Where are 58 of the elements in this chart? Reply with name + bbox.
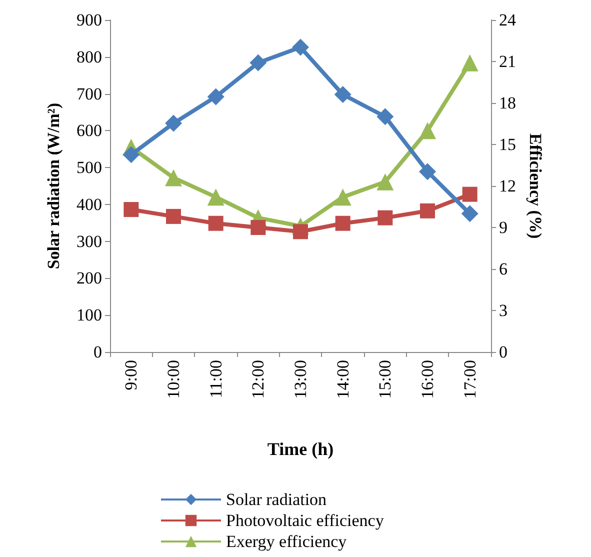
x-tick-label: 15:00: [376, 360, 395, 399]
legend-label: Photovoltaic efficiency: [226, 511, 384, 530]
point: [165, 169, 182, 186]
y-axis-title: Solar radiation (W/m²): [44, 102, 63, 270]
point: [420, 203, 435, 218]
point: [335, 216, 350, 231]
point: [461, 205, 478, 222]
y2-tick-label: 24: [499, 10, 516, 30]
x-tick-label: 17:00: [460, 360, 480, 399]
point: [293, 224, 308, 240]
y2-tick-label: 0: [499, 342, 508, 362]
y-tick-label: 900: [76, 10, 102, 30]
y-tick-label: 700: [76, 84, 102, 104]
point: [292, 38, 309, 56]
point: [166, 208, 181, 224]
y2-tick-label: 18: [499, 94, 516, 112]
x-tick-label: 11:00: [206, 360, 226, 398]
point: [419, 163, 436, 180]
point: [124, 202, 139, 218]
point: [250, 220, 266, 235]
x-tick-label: 12:00: [248, 360, 268, 399]
point: [207, 88, 224, 106]
point: [207, 188, 224, 206]
y2-tick-label: 9: [499, 218, 508, 237]
legend-label: Exergy efficiency: [226, 532, 348, 551]
y2-tick-label: 15: [499, 135, 516, 154]
point: [376, 173, 394, 190]
y-tick-label: 800: [76, 47, 102, 66]
point: [419, 122, 436, 140]
x-tick-label: 16:00: [418, 360, 437, 399]
y-tick-label: 200: [76, 268, 102, 288]
point: [376, 108, 394, 126]
point: [462, 186, 478, 202]
y2-tick-label: 3: [499, 301, 508, 320]
y2-axis-title: Efficiency (%): [526, 133, 545, 239]
x-tick-label: 9:00: [122, 360, 141, 390]
point: [334, 188, 352, 206]
point: [122, 146, 140, 164]
y-tick-label: 400: [76, 194, 102, 214]
point: [334, 86, 352, 104]
y-tick-label: 0: [94, 342, 102, 362]
point: [378, 210, 393, 226]
y-tick-label: 300: [76, 232, 102, 251]
y2-tick-label: 21: [499, 52, 516, 71]
x-tick-label: 13:00: [291, 360, 310, 399]
x-tick-label: 10:00: [164, 360, 183, 399]
point: [165, 114, 182, 132]
y-tick-label: 100: [76, 306, 102, 325]
y2-tick-label: 12: [499, 176, 516, 196]
point: [208, 216, 224, 231]
x-axis-title: Time (h): [267, 439, 334, 459]
legend-label: Solar radiation: [226, 490, 328, 509]
point: [250, 54, 267, 72]
point: [461, 54, 478, 72]
y-tick-label: 500: [76, 158, 102, 178]
y2-tick-label: 6: [499, 260, 508, 278]
y-tick-label: 600: [76, 121, 102, 140]
x-tick-label: 14:00: [333, 360, 352, 399]
